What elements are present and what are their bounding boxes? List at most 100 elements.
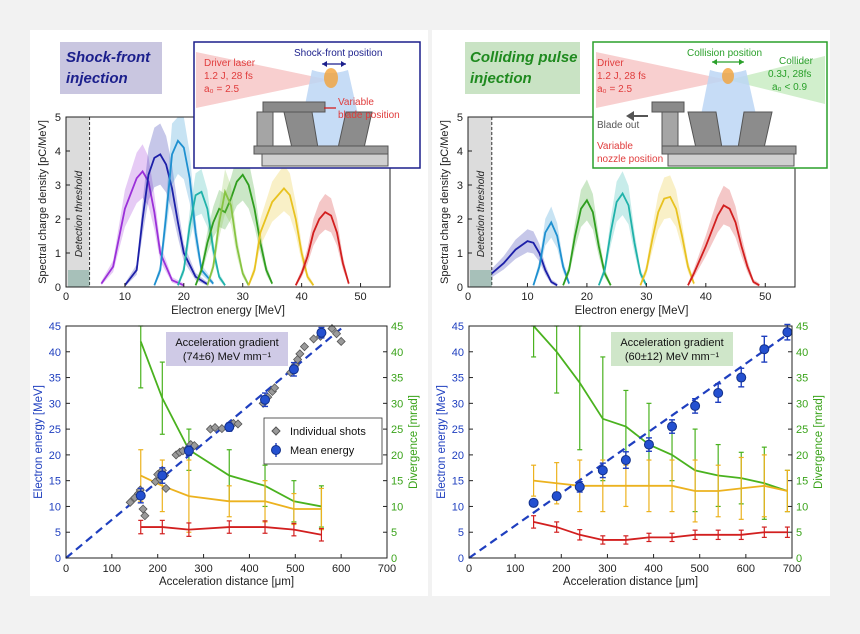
gradient-right-xlabel: Acceleration distance [μm] <box>563 576 698 588</box>
left-driver-label-2: 1.2 J, 28 fs <box>204 71 253 82</box>
left-driver-label-3: a₀ = 2.5 <box>204 84 239 95</box>
spectra-left-series-band-5 <box>207 169 249 287</box>
gradient-right-ytick-label-9: 45 <box>452 321 464 333</box>
gradient-right-mean-point-1 <box>551 491 562 502</box>
left-variable-label-2: blade position <box>338 110 400 121</box>
gradient-right-ytick-right-label-5: 25 <box>796 424 808 436</box>
gradient-left-ytick-right-label-9: 45 <box>391 321 403 333</box>
right-position-label: Collision position <box>687 48 762 59</box>
spectra-left-ytick-label-5: 5 <box>55 112 61 124</box>
gradient-right-ylabel-right: Divergence [mrad] <box>813 395 825 489</box>
right-title: Colliding pulse injection <box>465 42 580 94</box>
gradient-right-mean-point-6 <box>667 421 678 432</box>
spectra-left-xtick-label-3: 30 <box>237 291 249 303</box>
gradient-right-xtick-label-0: 0 <box>466 563 472 575</box>
left-setup-inset: Driver laser 1.2 J, 28 fs a₀ = 2.5 Shock… <box>193 41 421 169</box>
spectra-left-xlabel: Electron energy [MeV] <box>171 305 285 317</box>
gradient-left-xtick-label-3: 300 <box>194 563 212 575</box>
right-plasma-icon <box>722 68 734 84</box>
gradient-right-ytick-label-7: 35 <box>452 373 464 385</box>
left-driver-beam <box>196 52 330 108</box>
spectra-left-series-band-4 <box>195 148 273 287</box>
left-stage-top <box>253 145 389 155</box>
gradient-right-mean-point-0 <box>528 497 539 508</box>
spectra-right-series-line-4 <box>639 195 695 286</box>
right-collider-beam <box>728 56 825 104</box>
spectra-left-xtick-label-4: 40 <box>296 291 308 303</box>
gradient-right-xtick-label-7: 700 <box>783 563 801 575</box>
left-shock-arrow-head-l <box>322 61 327 67</box>
spectra-right-threshold-band <box>468 117 492 287</box>
left-title-line2: injection <box>66 70 128 87</box>
gradient-right-annotation-box <box>611 332 733 366</box>
left-blade-holder <box>256 111 274 147</box>
gradient-left-ytick-right-label-7: 35 <box>391 373 403 385</box>
gradient-right-mean-point-9 <box>736 372 747 383</box>
right-variable-label-2: nozzle position <box>597 154 663 165</box>
gradient-right-ytick-label-6: 30 <box>452 398 464 410</box>
gradient-left-divergence-red-line <box>140 526 322 536</box>
gradient-right-ytick-label-1: 5 <box>458 527 464 539</box>
right-collider-label-3: a₀ < 0.9 <box>772 82 807 93</box>
right-collision-arrow-head-r <box>739 59 744 65</box>
gradient-right-ylabel: Electron energy [MeV] <box>436 385 448 499</box>
left-blade <box>262 101 326 113</box>
gradient-right-ytick-right-label-3: 15 <box>796 476 808 488</box>
gradient-right-frame <box>468 325 793 559</box>
gradient-left-xtick-label-5: 500 <box>286 563 304 575</box>
spectra-right-ytick-label-2: 2 <box>457 214 463 226</box>
right-setup-inset: Driver 1.2 J, 28 fs a₀ = 2.5 Collision p… <box>592 41 828 169</box>
gradient-left-annotation-box <box>166 332 288 366</box>
spectra-left-series-line-3 <box>177 190 226 286</box>
spectra-left-ytick-label-0: 0 <box>55 282 61 294</box>
gradient-right-ytick-right-label-4: 20 <box>796 450 808 462</box>
gradient-left-shot-36 <box>331 329 342 339</box>
left-title-background <box>60 42 162 94</box>
right-collider-label-2: 0.3J, 28fs <box>768 69 811 80</box>
gradient-left-xtick-label-4: 400 <box>240 563 258 575</box>
gradient-right-mean-point-8 <box>713 388 724 399</box>
gradient-right-ytick-right-label-9: 45 <box>796 321 808 333</box>
gradient-left-shot-19 <box>210 422 220 433</box>
gradient-left-legend-label-1: Mean energy <box>290 445 355 457</box>
right-stage-top <box>661 145 797 155</box>
gradient-left-shot-23 <box>233 419 243 429</box>
gradient-right-ytick-label-2: 10 <box>452 501 464 513</box>
right-variable-label-1: Variable <box>597 141 633 152</box>
spectra-right-xtick-label-1: 10 <box>521 291 533 303</box>
gradient-right-annotation-line1: Acceleration gradient <box>620 337 723 349</box>
gradient-right-mean-point-10 <box>759 344 770 355</box>
gradient-left-shot-32 <box>299 342 310 352</box>
right-driver-label-1: Driver <box>597 58 624 69</box>
gradient-right-annotation-line2: (60±12) MeV mm⁻¹ <box>625 351 720 363</box>
left-driver-label-1: Driver laser <box>204 58 256 69</box>
gradient-right-mean-point-7 <box>690 400 701 411</box>
gradient-left-divergence-yellow-line <box>140 474 322 510</box>
spectra-left-series-line-7 <box>294 211 350 286</box>
spectra-left-xtick-label-2: 20 <box>178 291 190 303</box>
gradient-right-ytick-right-label-8: 40 <box>796 347 808 359</box>
spectra-right-xtick-label-5: 50 <box>759 291 771 303</box>
gradient-left-ytick-label-3: 15 <box>49 476 61 488</box>
gradient-right-mean-point-4 <box>620 455 631 466</box>
spectra-left-ytick-label-1: 1 <box>55 248 61 260</box>
gradient-left-xtick-label-0: 0 <box>63 563 69 575</box>
right-collision-arrow-head-l <box>712 59 717 65</box>
gradient-left-ytick-label-6: 30 <box>49 398 61 410</box>
spectra-left-series-band-1 <box>124 123 208 287</box>
gradient-left-ytick-label-0: 0 <box>55 553 61 565</box>
spectra-left-series-line-0 <box>100 169 185 287</box>
spectra-left-xtick-label-0: 0 <box>63 291 69 303</box>
spectra-left-chart: Detection threshold 0 10 20 30 40 50 0 1 2 3 4 5 Elec… <box>37 112 391 317</box>
gradient-left-shot-37 <box>336 336 346 347</box>
right-driver-label-2: 1.2 J, 28 fs <box>597 71 646 82</box>
right-blade-holder <box>661 111 679 147</box>
gradient-left-mean-point-1 <box>157 470 168 481</box>
gradient-left-shot-33 <box>309 334 319 344</box>
left-title: Shock-front injection <box>60 42 162 94</box>
gradient-right-ytick-label-3: 15 <box>452 476 464 488</box>
gradient-left-mean-point-4 <box>260 394 271 405</box>
